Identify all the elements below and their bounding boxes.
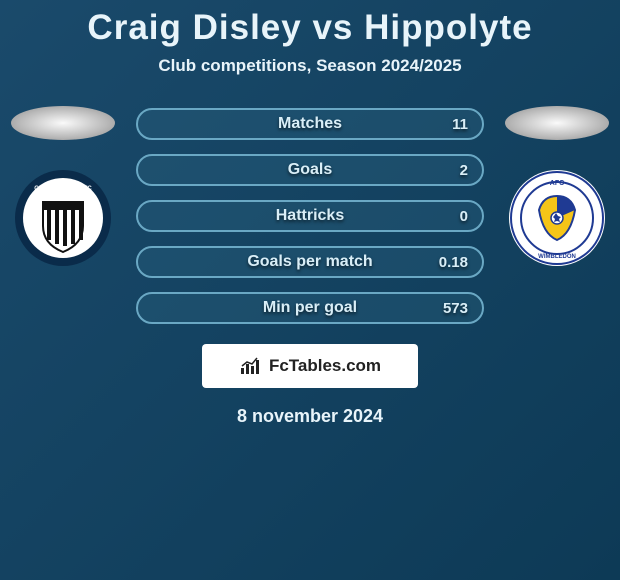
stat-value: 0 [460, 208, 468, 225]
stat-value: 2 [460, 162, 468, 179]
comparison-card: Craig Disley vs Hippolyte Club competiti… [0, 0, 620, 427]
club-crest-left: GRIMSBY TOWN FC [13, 168, 113, 268]
club-right-column: AFC WIMBLEDON [502, 106, 612, 268]
player-left-disc [11, 106, 115, 140]
stat-label: Matches [278, 115, 342, 133]
subtitle: Club competitions, Season 2024/2025 [0, 56, 620, 76]
club-left-column: GRIMSBY TOWN FC [8, 106, 118, 268]
stat-value: 573 [443, 300, 468, 317]
stat-value: 0.18 [439, 254, 468, 271]
stat-label: Hattricks [276, 207, 344, 225]
stat-bar-matches: Matches 11 [136, 108, 484, 140]
brand-box[interactable]: FcTables.com [202, 344, 418, 388]
main-row: GRIMSBY TOWN FC Matches 11 Goals 2 Hattr… [0, 106, 620, 324]
svg-text:GRIMSBY TOWN FC: GRIMSBY TOWN FC [34, 186, 92, 192]
player-right-disc [505, 106, 609, 140]
svg-text:AFC: AFC [550, 180, 564, 187]
svg-text:WIMBLEDON: WIMBLEDON [538, 254, 576, 260]
stat-label: Goals [288, 161, 332, 179]
stat-bar-mpg: Min per goal 573 [136, 292, 484, 324]
club-crest-right: AFC WIMBLEDON [507, 168, 607, 268]
stat-value: 11 [452, 116, 468, 133]
date-text: 8 november 2024 [0, 406, 620, 427]
stat-bar-goals: Goals 2 [136, 154, 484, 186]
stat-bar-gpm: Goals per match 0.18 [136, 246, 484, 278]
page-title: Craig Disley vs Hippolyte [0, 8, 620, 48]
stat-label: Goals per match [247, 253, 372, 271]
stat-bar-hattricks: Hattricks 0 [136, 200, 484, 232]
brand-text: FcTables.com [269, 356, 381, 376]
brand-chart-icon [239, 356, 263, 376]
stat-label: Min per goal [263, 299, 357, 317]
stats-column: Matches 11 Goals 2 Hattricks 0 Goals per… [136, 106, 484, 324]
